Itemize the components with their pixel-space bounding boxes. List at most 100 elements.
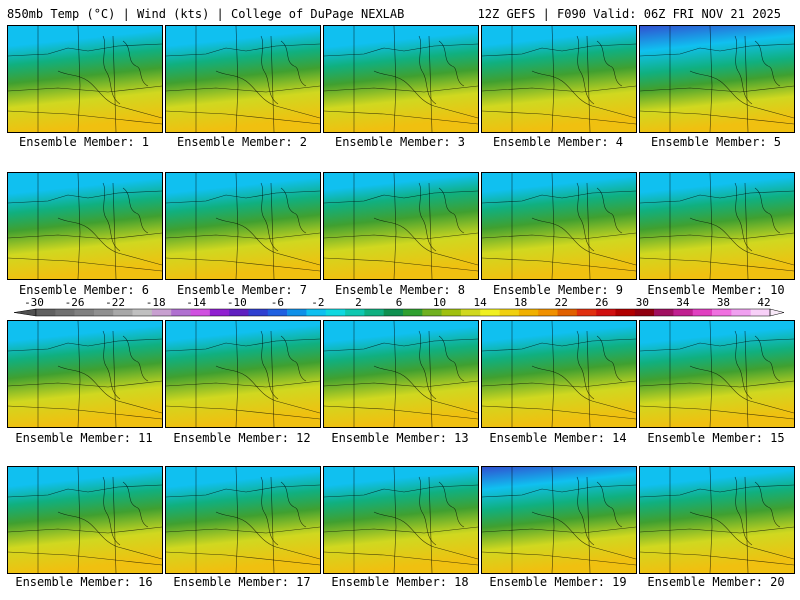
state-boundary bbox=[166, 85, 320, 93]
state-boundary bbox=[734, 330, 753, 400]
ensemble-member-label: Ensemble Member: 2 bbox=[176, 135, 308, 149]
state-boundary bbox=[438, 187, 465, 234]
state-boundary bbox=[166, 190, 320, 204]
state-boundary bbox=[77, 321, 81, 427]
state-boundary bbox=[640, 526, 794, 534]
state-boundary bbox=[8, 380, 162, 388]
colorbar-swatch bbox=[229, 309, 249, 316]
ensemble-map-20 bbox=[639, 466, 795, 574]
state-boundary bbox=[596, 481, 623, 528]
temperature-colorbar bbox=[13, 308, 785, 317]
state-boundary bbox=[586, 182, 591, 279]
colorbar-tick-label: 10 bbox=[432, 296, 447, 309]
colorbar-tick-label: 42 bbox=[757, 296, 771, 309]
state-boundary bbox=[324, 43, 478, 57]
state-boundary bbox=[270, 330, 275, 427]
ensemble-map-10 bbox=[639, 172, 795, 280]
state-boundary bbox=[260, 476, 279, 546]
state-boundary bbox=[102, 476, 121, 546]
map-title: 850mb Temp (°C) | Wind (kts) | College o… bbox=[7, 7, 405, 21]
state-boundary bbox=[373, 70, 478, 119]
ensemble-member-label: Ensemble Member: 5 bbox=[650, 135, 782, 149]
colorbar-swatch bbox=[557, 309, 578, 316]
state-boundary bbox=[235, 26, 239, 132]
state-boundary bbox=[640, 110, 794, 125]
state-boundary bbox=[482, 85, 636, 93]
state-boundary bbox=[689, 70, 794, 119]
state-boundary bbox=[8, 85, 162, 93]
state-boundary bbox=[482, 257, 636, 272]
state-boundary bbox=[754, 40, 781, 87]
state-boundary bbox=[324, 338, 478, 352]
state-boundary bbox=[166, 405, 320, 420]
state-boundary bbox=[112, 182, 117, 279]
colorbar-swatch bbox=[731, 309, 751, 316]
state-boundary bbox=[8, 190, 162, 204]
state-boundary bbox=[57, 217, 162, 266]
state-boundary bbox=[324, 257, 478, 272]
state-boundary bbox=[166, 338, 320, 352]
colorbar-swatch bbox=[634, 309, 655, 316]
state-boundary bbox=[744, 330, 749, 427]
ensemble-member-label: Ensemble Member: 15 bbox=[647, 431, 785, 445]
colorbar-swatch bbox=[518, 309, 539, 316]
state-boundary bbox=[709, 321, 713, 427]
state-boundary bbox=[531, 365, 636, 414]
ensemble-map-14 bbox=[481, 320, 637, 428]
state-boundary bbox=[640, 484, 794, 498]
ensemble-map-8 bbox=[323, 172, 479, 280]
ensemble-map-3 bbox=[323, 25, 479, 133]
state-boundary bbox=[551, 173, 555, 279]
ensemble-member-label: Ensemble Member: 16 bbox=[15, 575, 153, 589]
state-boundary bbox=[112, 330, 117, 427]
state-boundary bbox=[215, 511, 320, 560]
state-boundary bbox=[689, 511, 794, 560]
colorbar-swatch bbox=[151, 309, 172, 316]
colorbar-swatch bbox=[209, 309, 230, 316]
state-boundary bbox=[551, 26, 555, 132]
colorbar-swatch bbox=[306, 309, 327, 316]
colorbar-swatch bbox=[441, 309, 462, 316]
state-boundary bbox=[734, 476, 753, 546]
state-boundary bbox=[428, 35, 433, 132]
state-boundary bbox=[418, 182, 437, 252]
state-boundary bbox=[734, 35, 753, 105]
valid-time: 12Z GEFS | F090 Valid: 06Z FRI NOV 21 20… bbox=[477, 7, 781, 21]
colorbar-swatch bbox=[248, 309, 269, 316]
colorbar-tick-label: -22 bbox=[105, 296, 126, 309]
ensemble-map-15 bbox=[639, 320, 795, 428]
state-boundary bbox=[576, 35, 595, 105]
state-boundary bbox=[324, 190, 478, 204]
colorbar-swatch bbox=[171, 309, 191, 316]
colorbar-swatch bbox=[132, 309, 153, 316]
state-boundary bbox=[531, 70, 636, 119]
state-boundary bbox=[640, 85, 794, 93]
state-boundary bbox=[373, 365, 478, 414]
ensemble-map-17 bbox=[165, 466, 321, 574]
state-boundary bbox=[754, 335, 781, 382]
state-boundary bbox=[8, 43, 162, 57]
state-boundary bbox=[596, 335, 623, 382]
ensemble-map-12 bbox=[165, 320, 321, 428]
state-boundary bbox=[393, 173, 397, 279]
colorbar-swatch bbox=[113, 309, 133, 316]
state-boundary bbox=[8, 338, 162, 352]
state-boundary bbox=[482, 484, 636, 498]
state-boundary bbox=[270, 35, 275, 132]
colorbar-tick-label: 18 bbox=[514, 296, 528, 309]
state-boundary bbox=[112, 476, 117, 573]
state-boundary bbox=[596, 40, 623, 87]
state-boundary bbox=[482, 380, 636, 388]
state-boundary bbox=[122, 40, 149, 87]
colorbar-swatch bbox=[190, 309, 211, 316]
state-boundary bbox=[640, 338, 794, 352]
ensemble-member-label: Ensemble Member: 12 bbox=[173, 431, 311, 445]
colorbar-swatch bbox=[345, 309, 365, 316]
colorbar-tick-label: 30 bbox=[635, 296, 649, 309]
state-boundary bbox=[640, 405, 794, 420]
state-boundary bbox=[754, 481, 781, 528]
ensemble-member-label: Ensemble Member: 11 bbox=[15, 431, 153, 445]
state-boundary bbox=[689, 217, 794, 266]
state-boundary bbox=[166, 551, 320, 566]
state-boundary bbox=[8, 257, 162, 272]
